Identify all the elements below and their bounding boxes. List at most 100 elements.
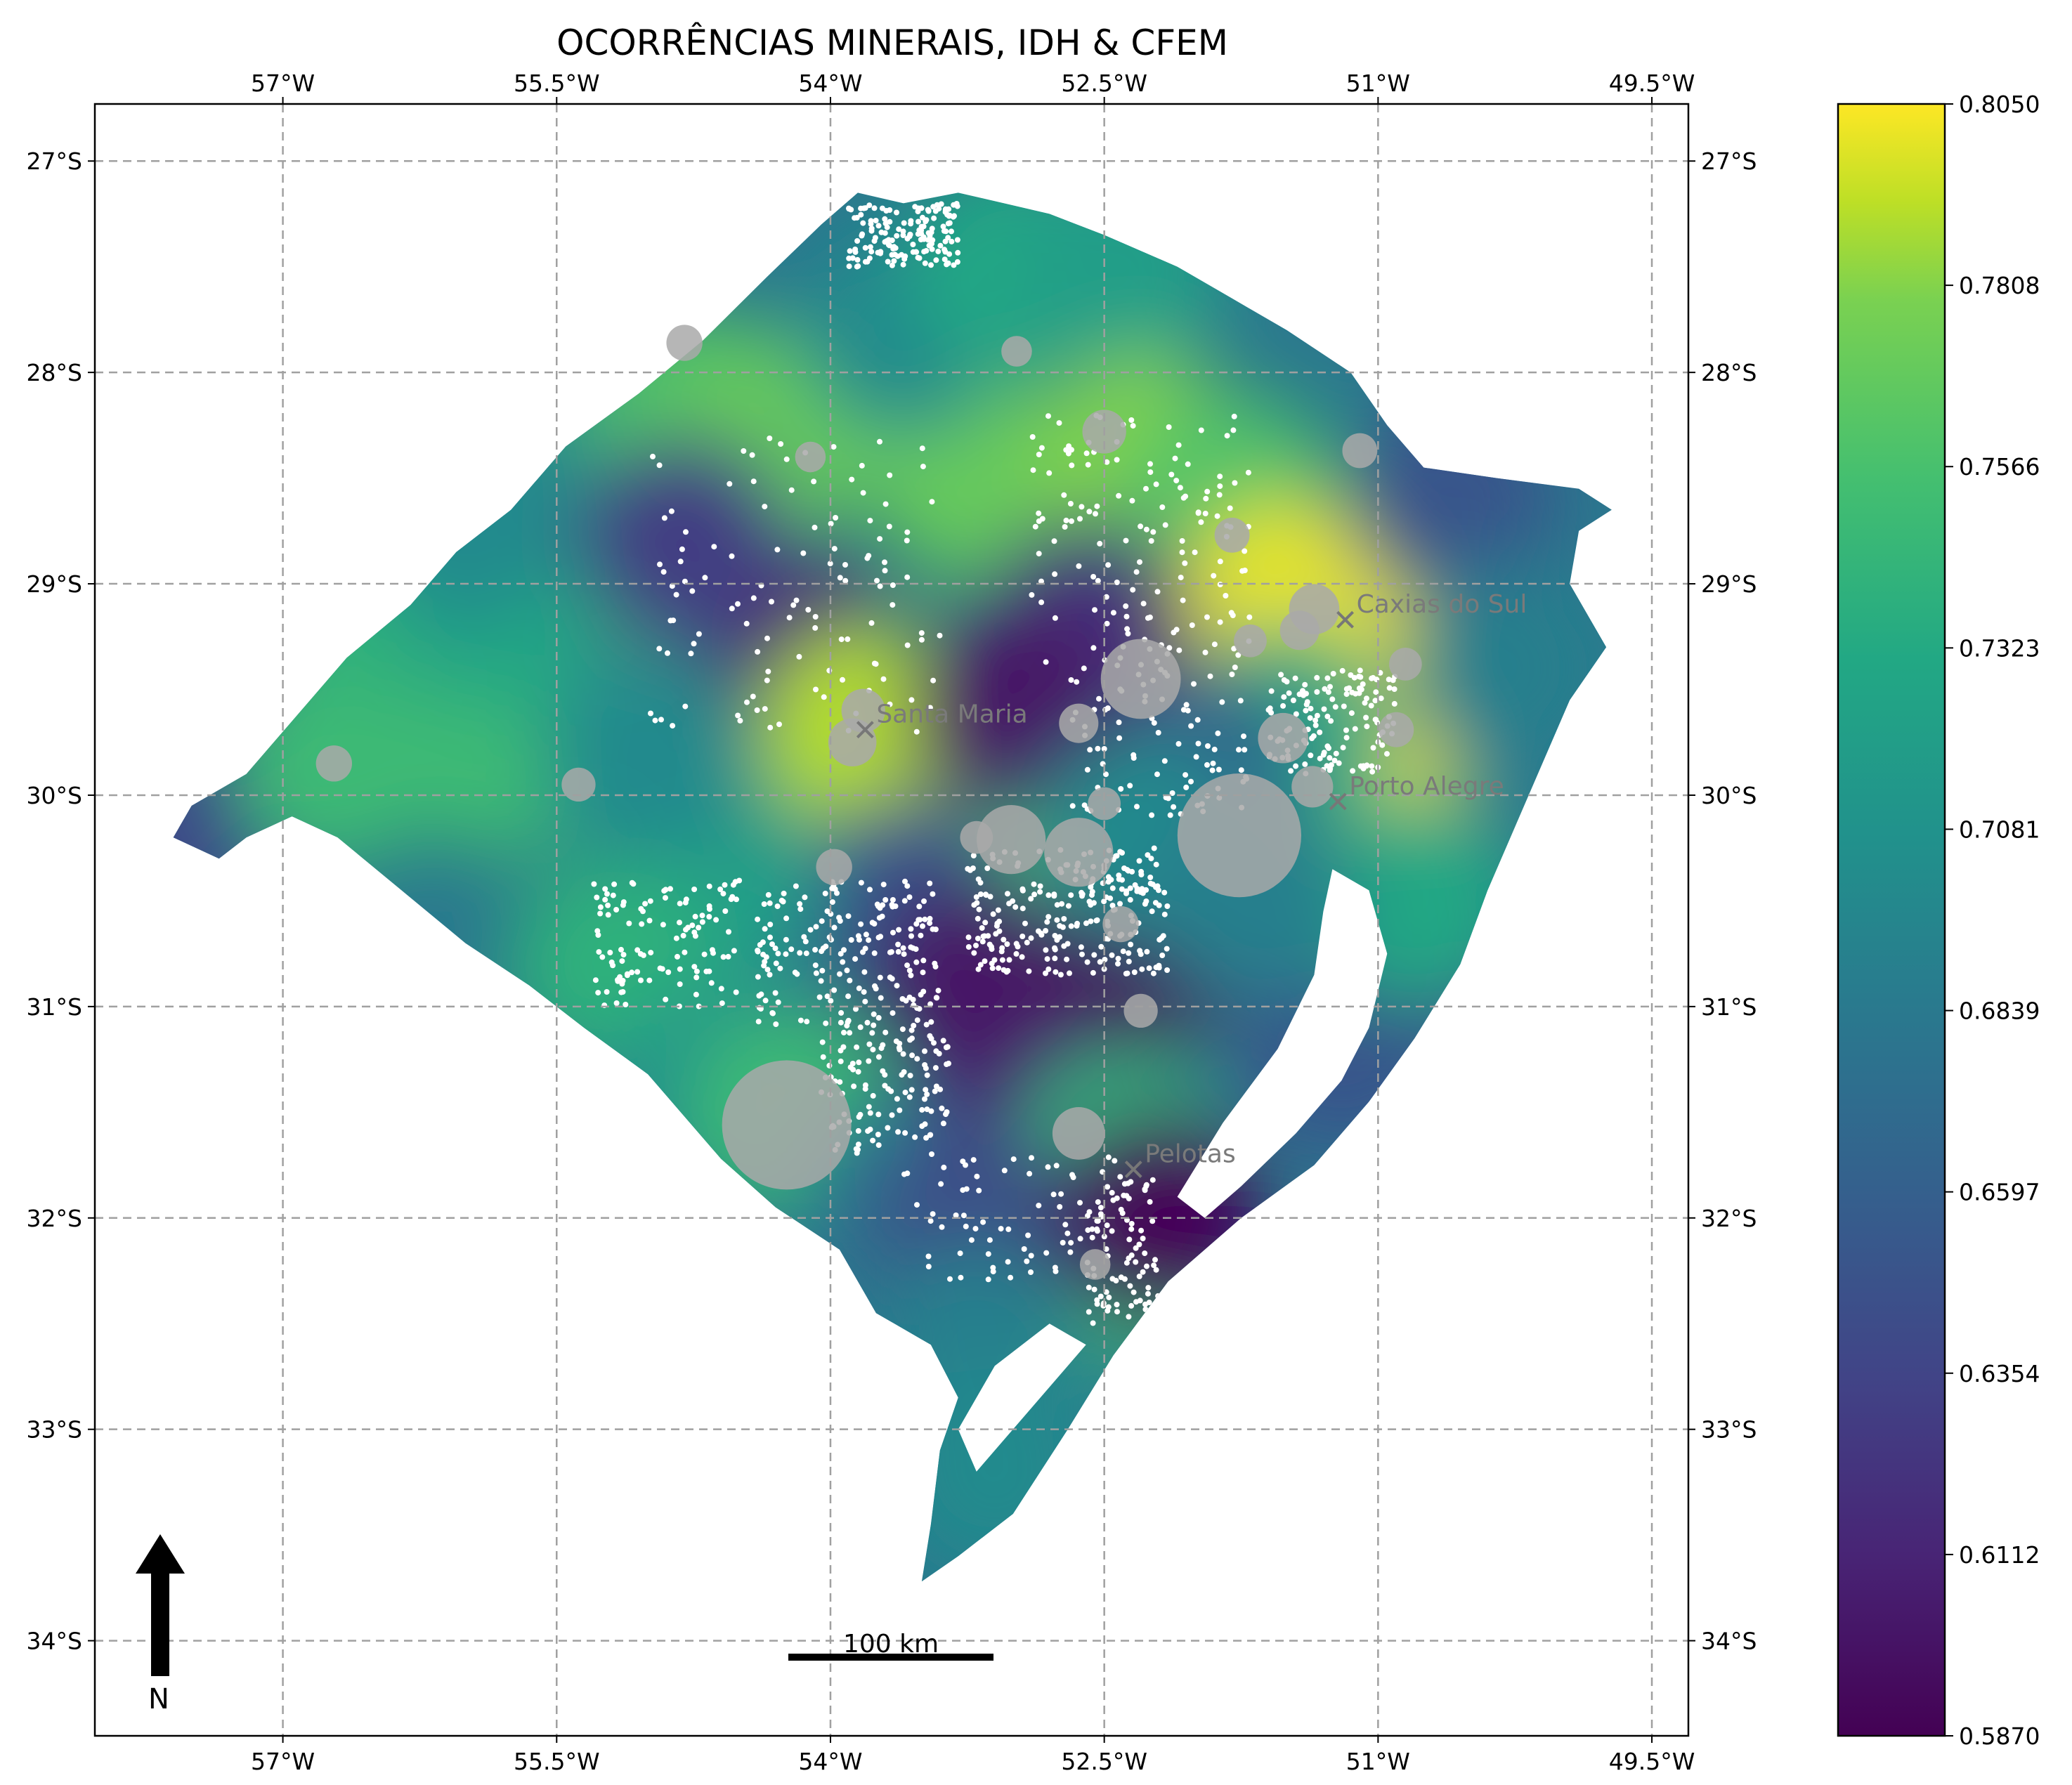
mineral-dot [762,926,768,932]
mineral-dot [638,905,644,912]
mineral-dot [1114,457,1120,463]
mineral-dot [610,892,616,898]
mineral-dot [891,258,897,264]
mineral-dot [1001,1168,1008,1174]
mineral-dot [1171,804,1177,810]
mineral-dot [656,462,663,469]
mineral-dot [1188,778,1194,785]
mineral-dot [1164,967,1171,973]
mineral-dot [921,249,927,255]
mineral-dot [838,1009,845,1016]
mineral-dot [877,583,883,589]
mineral-dot [917,917,923,923]
mineral-dot [848,207,854,213]
mineral-dot [1139,966,1145,972]
mineral-dot [658,717,664,723]
mineral-dot [689,588,696,594]
mineral-dot [1037,883,1043,889]
mineral-dot [1067,501,1074,506]
mineral-dot [1321,750,1327,756]
lon-label-top: 55.5°W [514,70,600,97]
city-marker [856,721,874,739]
mineral-dot [1204,488,1211,495]
mineral-dot [1348,710,1355,717]
mineral-dot [985,1251,991,1257]
mineral-dot [945,221,951,227]
mineral-dot [1198,427,1204,433]
mineral-dot [928,1108,934,1114]
mineral-dot [973,894,979,900]
mineral-dot [975,936,981,941]
mineral-dot [1031,881,1037,887]
mineral-dot [699,913,705,919]
mineral-dot [910,242,916,247]
mineral-dot [1050,1191,1057,1198]
mineral-dot [820,1054,826,1060]
mineral-dot [1172,455,1178,462]
mineral-dot [1079,951,1085,957]
mineral-dot [1127,896,1133,903]
mineral-dot [936,1050,942,1057]
mineral-dot [850,1066,856,1073]
mineral-dot [702,575,708,581]
mineral-dot [862,244,868,251]
mineral-dot [693,968,700,974]
mineral-dot [1054,937,1060,943]
mineral-dot [1120,948,1126,955]
mineral-dot [1153,861,1159,868]
mineral-dot [1144,948,1150,955]
mineral-dot [783,936,789,943]
mineral-dot [953,1212,959,1218]
mineral-dot [855,1146,861,1153]
mineral-dot [873,218,879,223]
mineral-dot [1302,681,1308,688]
mineral-dot [1195,740,1201,747]
mineral-dot [1114,1309,1120,1315]
mineral-dot [882,559,887,565]
mineral-dot [755,648,761,655]
mineral-dot [706,906,712,912]
mineral-dot [1378,695,1384,702]
mineral-dot [1044,956,1050,962]
scale-bar: 100 km [788,1630,993,1661]
mineral-dot [1194,717,1201,723]
mineral-dot [1152,1257,1158,1263]
mineral-dot [1090,645,1097,651]
mineral-dot [729,606,735,612]
mineral-dot [1152,900,1159,906]
mineral-dot [875,1111,882,1118]
mineral-dot [954,259,960,265]
mineral-dot [858,205,864,211]
mineral-dot [908,218,914,224]
mineral-dot [1286,690,1292,696]
mineral-dot [996,928,1003,934]
mineral-dot [1195,510,1201,516]
mineral-dot [900,1051,906,1057]
mineral-dot [1364,724,1370,730]
mineral-dot [1180,495,1187,501]
mineral-dot [1217,473,1223,480]
mineral-dot [860,949,866,955]
colorbar-label: 0.6839 [1959,998,2040,1025]
colorbar-label: 0.7081 [1959,816,2040,843]
north-arrow-label: N [148,1683,169,1715]
mineral-dot [1327,684,1333,690]
mineral-dot [673,591,679,598]
lat-label-left: 34°S [27,1628,82,1655]
mineral-dot [890,602,896,608]
mineral-dot [871,1022,877,1028]
mineral-dot [777,965,783,972]
mineral-dot [760,951,767,957]
mineral-dot [703,968,710,974]
mineral-dot [775,999,781,1005]
mineral-dot [1235,652,1242,658]
mineral-dot [1052,933,1058,939]
mineral-dot [972,1226,979,1232]
mineral-dot [1109,1189,1115,1196]
lat-label-left: 32°S [27,1205,82,1232]
mineral-dot [880,1068,886,1074]
mineral-dot [1123,971,1129,976]
mineral-dot [951,262,957,268]
mineral-dot [1085,462,1091,468]
mineral-dot [1065,903,1071,909]
